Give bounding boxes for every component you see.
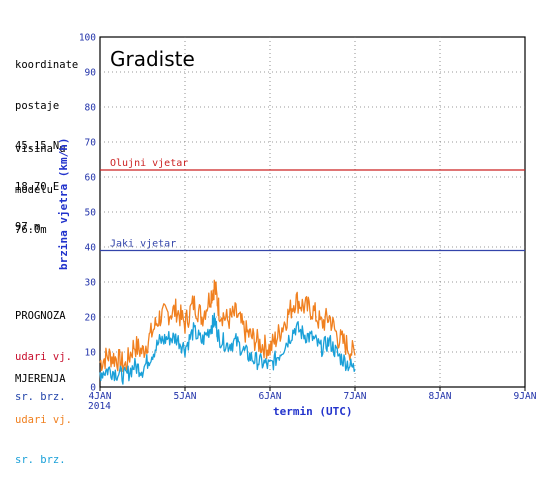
- station-info: koordinate postaje 45.15 N 18.70 E 97.m: [15, 32, 78, 248]
- y-tick-label: 10: [85, 348, 97, 359]
- legend-measured-title: MJERENJA: [15, 373, 66, 385]
- model-elev: 76.0m: [15, 224, 47, 236]
- chart-title: Gradiste: [110, 47, 195, 71]
- x-tick-label: 8JAN: [429, 391, 452, 402]
- y-tick-label: 40: [85, 243, 97, 254]
- thresholds: Olujni vjetar Jaki vjetar: [100, 158, 525, 252]
- y-tick-label: 70: [85, 138, 97, 149]
- x-tick-label: 4JAN: [89, 391, 112, 402]
- model-info: visina u modelu 76.0m: [15, 116, 66, 251]
- label-model-h1: visina u: [15, 143, 66, 155]
- series-measured-gust: [99, 279, 356, 373]
- label-coords: koordinate: [15, 59, 79, 71]
- y-axis-label: brzina vjetra (km/h): [57, 138, 70, 270]
- x-tick-label: 5JAN: [174, 391, 197, 402]
- year-label: 2014: [88, 401, 111, 412]
- y-ticks: 0 10 20 30 40 50 60 70 80 90 100: [79, 33, 96, 394]
- legend-forecast-gust: udari vj.: [15, 350, 72, 363]
- x-ticks: 4JAN 5JAN 6JAN 7JAN 8JAN 9JAN: [89, 387, 537, 402]
- legend-forecast-title: PROGNOZA: [15, 310, 66, 322]
- series: [99, 279, 356, 385]
- station-elev: 97.m: [15, 221, 41, 233]
- strong-threshold-label: Jaki vjetar: [110, 239, 176, 250]
- label-station: postaje: [15, 99, 60, 112]
- legend-measured-mean: sr. brz.: [15, 454, 66, 466]
- storm-threshold-label: Olujni vjetar: [110, 158, 188, 169]
- x-tick-label: 6JAN: [259, 391, 282, 402]
- label-model-h2: modelu: [15, 183, 53, 196]
- station-lat: 45.15 N: [15, 140, 60, 152]
- y-tick-label: 80: [85, 103, 97, 114]
- x-tick-label: 9JAN: [514, 391, 537, 402]
- y-tick-label: 60: [85, 173, 97, 184]
- x-axis-label: termin (UTC): [273, 405, 352, 418]
- y-tick-label: 100: [79, 33, 96, 44]
- legend-forecast-mean: sr. brz.: [15, 391, 66, 403]
- legend-forecast: PROGNOZA udari vj. sr. brz.: [15, 283, 72, 418]
- y-tick-label: 0: [90, 383, 96, 394]
- wind-chart: 0 10 20 30 40 50 60 70 80 90 100 4JAN 5JAN 6JAN 7JAN 8…: [57, 33, 537, 419]
- y-tick-label: 90: [85, 68, 97, 79]
- y-tick-label: 50: [85, 208, 97, 219]
- x-tick-label: 7JAN: [344, 391, 367, 402]
- y-tick-label: 20: [85, 313, 97, 324]
- series-measured-mean: [99, 312, 356, 385]
- station-lon: 18.70 E: [15, 180, 60, 193]
- y-tick-label: 30: [85, 278, 97, 289]
- legend-measured-gust: udari vj.: [15, 413, 72, 426]
